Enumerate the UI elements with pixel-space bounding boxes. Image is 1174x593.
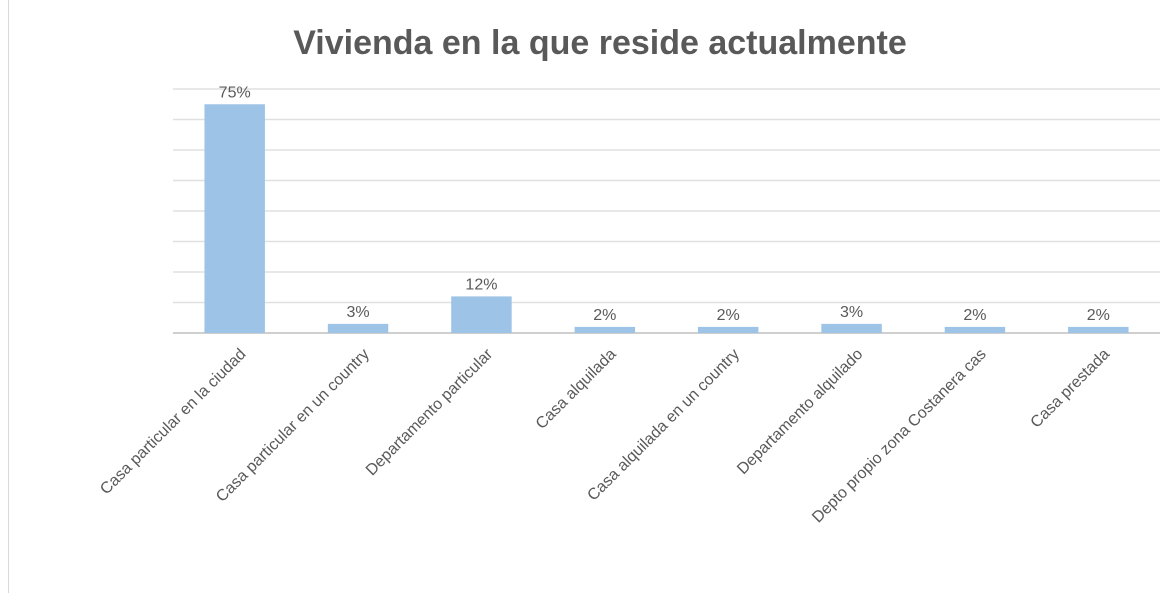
x-tick-label: Departamento alquilado (734, 346, 866, 478)
x-tick-label: Departamento particular (363, 345, 497, 479)
value-label: 3% (840, 304, 863, 321)
value-label: 2% (963, 307, 986, 324)
chart-title: Vivienda en la que reside actualmente (293, 24, 907, 62)
bar (697, 326, 759, 333)
bar (821, 323, 882, 333)
x-tick-label: Casa alquilada (533, 346, 620, 433)
value-label: 3% (347, 304, 370, 321)
bar (451, 296, 512, 333)
bar (574, 326, 636, 333)
x-tick-label: Casa prestada (1028, 346, 1114, 432)
bar (204, 104, 265, 333)
value-label: 2% (593, 307, 616, 324)
value-label: 75% (219, 84, 251, 101)
value-label: 2% (717, 307, 740, 324)
x-tick-label: Casa particular en la ciudad (97, 346, 249, 498)
bar (1068, 326, 1129, 333)
bar (327, 323, 389, 333)
bar (944, 326, 1006, 333)
value-label: 12% (465, 276, 497, 293)
x-tick-label: Casa alquilada en un country (584, 346, 743, 505)
value-label: 2% (1087, 307, 1110, 324)
